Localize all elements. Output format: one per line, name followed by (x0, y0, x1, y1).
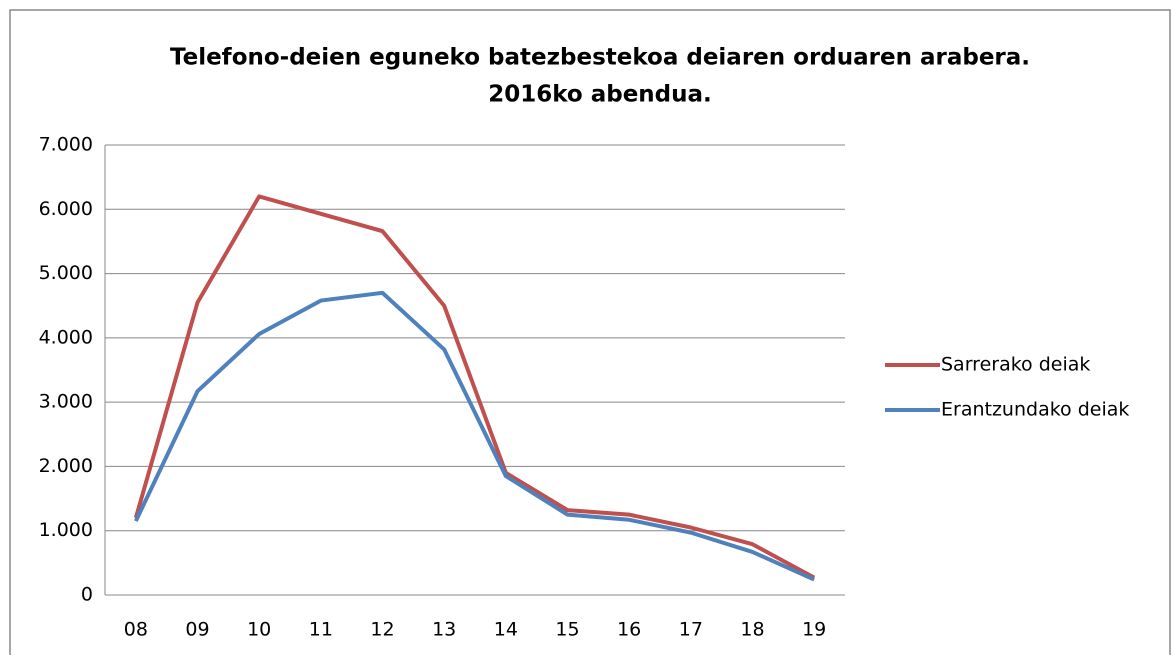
x-tick-label: 08 (124, 619, 148, 641)
y-tick-label: 2.000 (39, 455, 93, 477)
legend-label: Sarrerako deiak (941, 354, 1090, 376)
y-tick-label: 7.000 (39, 134, 93, 156)
x-tick-label: 15 (555, 619, 579, 641)
chart-title: Telefono-deien eguneko batezbestekoa dei… (170, 45, 1030, 71)
x-tick-label: 12 (370, 619, 394, 641)
x-tick-label: 17 (679, 619, 703, 641)
chart-title: 2016ko abendua. (488, 82, 712, 108)
y-tick-label: 0 (81, 584, 93, 606)
y-tick-label: 5.000 (39, 262, 93, 284)
y-tick-label: 3.000 (39, 391, 93, 413)
x-tick-label: 18 (740, 619, 764, 641)
x-tick-label: 10 (247, 619, 271, 641)
y-tick-label: 6.000 (39, 198, 93, 220)
x-tick-label: 19 (802, 619, 826, 641)
x-tick-label: 16 (617, 619, 641, 641)
legend-label: Erantzundako deiak (941, 399, 1129, 421)
y-tick-label: 4.000 (39, 326, 93, 348)
series-line (133, 194, 816, 580)
x-tick-label: 14 (494, 619, 518, 641)
x-tick-label: 11 (309, 619, 333, 641)
x-tick-label: 13 (432, 619, 456, 641)
y-tick-label: 1.000 (39, 519, 93, 541)
x-tick-label: 09 (185, 619, 209, 641)
series-line (134, 290, 815, 582)
chart-border (9, 9, 1171, 660)
